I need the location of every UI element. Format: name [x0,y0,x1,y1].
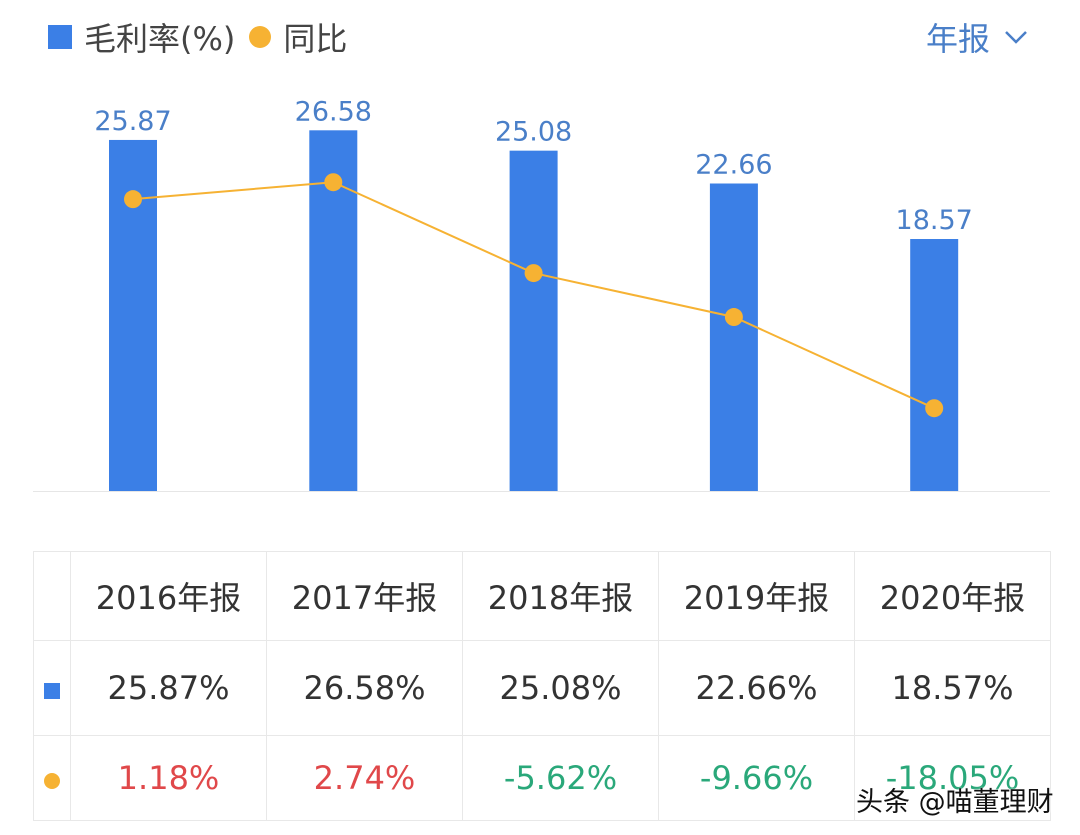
bar [910,239,959,491]
margin-cell: 25.08% [462,640,659,736]
legend-line-label: 同比 [283,20,348,58]
data-table: 2016年报 2017年报 2018年报 2019年报 2020年报 25.87… [33,551,1051,821]
bar-data-label: 25.87 [94,106,171,137]
yoy-cell: -18.05% [854,735,1051,821]
bar [709,183,758,492]
yoy-point [124,190,142,209]
yoy-cell: 2.74% [266,735,463,821]
period-dropdown[interactable]: 年报 [926,14,1028,60]
header-cell: 2020年报 [854,551,1051,641]
header-cell: 2018年报 [462,551,659,641]
line-series-marker [44,773,60,789]
yoy-point [925,399,944,418]
yoy-point [724,308,743,327]
watermark: 头条 @喵董理财 [856,787,1054,818]
yoy-point [524,264,543,283]
header-cell: 2016年报 [70,551,267,641]
margin-cell: 25.87% [70,640,267,736]
legend-line-swatch [249,26,272,48]
yoy-cell: -9.66% [658,735,855,821]
margin-cell: 22.66% [658,640,855,736]
yoy-cell: 1.18% [70,735,267,821]
bar [509,150,558,491]
table-row-margin: 25.87% 26.58% 25.08% 22.66% 18.57% [33,640,1051,736]
chevron-down-icon [1005,31,1027,44]
margin-cell: 18.57% [854,640,1051,736]
bar-data-label: 22.66 [695,150,772,181]
table-row-yoy: 1.18% 2.74% -5.62% -9.66% -18.05% [33,735,1051,821]
yoy-cell: -5.62% [462,735,659,821]
legend-bar-label: 毛利率(%) [84,20,236,58]
bar-data-label: 26.58 [295,96,372,127]
bar-data-label: 25.08 [495,117,572,148]
margin-cell: 26.58% [266,640,463,736]
header-cell: 2019年报 [658,551,855,641]
legend: 毛利率(%) 同比 [48,14,347,60]
header-cell: 2017年报 [266,551,463,641]
table-header-row: 2016年报 2017年报 2018年报 2019年报 2020年报 [33,551,1051,641]
period-label: 年报 [925,20,990,58]
combo-chart: 25.87 26.58 25.08 22.66 18.57 [33,96,1050,492]
bar-data-label: 18.57 [896,205,973,236]
legend-bar-swatch [48,25,72,49]
bar-series-marker [44,683,60,699]
yoy-point [324,173,343,192]
